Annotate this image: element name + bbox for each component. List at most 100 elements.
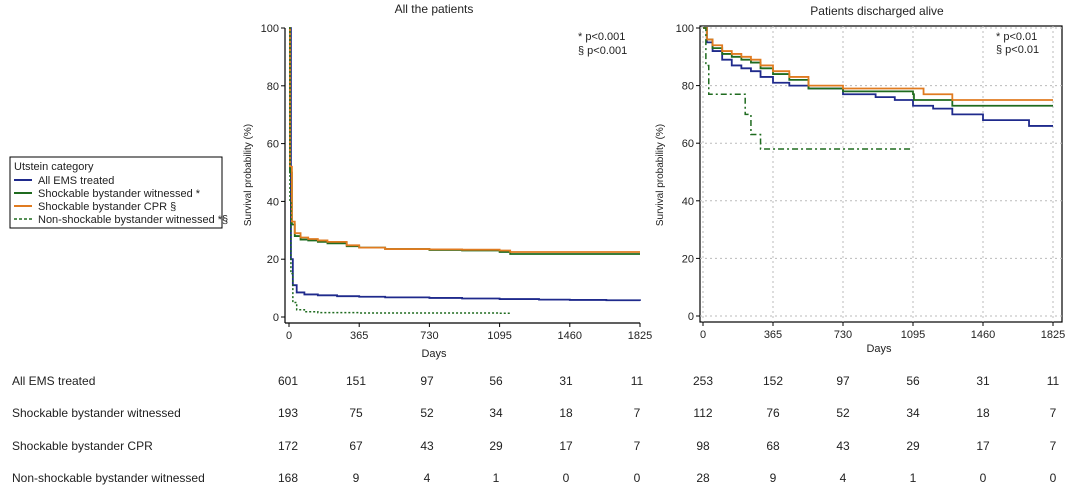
risk-cell: 29 (906, 439, 920, 453)
risk-cell: 253 (692, 374, 714, 388)
legend-entry-shockable-witnessed: Shockable bystander witnessed * (38, 188, 201, 200)
risk-cell: 75 (349, 406, 363, 420)
risk-cell: 172 (277, 439, 299, 453)
annotation-pvalue-section: § p<0.001 (578, 45, 627, 57)
y-tick-label: 20 (682, 253, 694, 265)
x-tick-label: 1460 (558, 330, 582, 342)
y-tick-label: 40 (682, 196, 694, 208)
y-tick-label: 60 (682, 138, 694, 150)
risk-cell: 28 (696, 471, 710, 485)
chart-title-all-patients: All the patients (395, 2, 474, 16)
risk-cell: 43 (420, 439, 434, 453)
series-line-2 (289, 27, 640, 253)
risk-cell: 7 (1049, 439, 1057, 453)
plot-frame (699, 25, 1063, 323)
x-tick-label: 730 (420, 330, 438, 342)
risk-cell: 29 (489, 439, 503, 453)
y-tick-label: 60 (267, 139, 279, 151)
risk-cell: 7 (633, 439, 641, 453)
risk-cell: 0 (1049, 471, 1057, 485)
legend-entry-shockable-cpr: Shockable bystander CPR § (38, 201, 176, 213)
risk-cell: 18 (559, 406, 573, 420)
risk-cell: 56 (489, 374, 503, 388)
risk-cell: 17 (559, 439, 573, 453)
risk-cell: 31 (559, 374, 573, 388)
y-axis-label: Survival probability (%) (243, 124, 254, 226)
chart-title-discharged-alive: Patients discharged alive (810, 4, 944, 18)
risk-cell: 112 (693, 406, 713, 420)
annotation-pvalue-star: * p<0.01 (996, 31, 1037, 43)
legend-entry-non-shockable: Non-shockable bystander witnessed *§ (38, 214, 228, 226)
y-tick-label: 80 (267, 81, 279, 93)
x-tick-label: 1825 (1041, 329, 1065, 341)
risk-cell: 1 (492, 471, 500, 485)
legend-box (9, 156, 223, 229)
series-line-3 (703, 27, 913, 150)
x-tick-label: 1460 (971, 329, 995, 341)
risk-cell: 0 (633, 471, 641, 485)
y-tick-label: 0 (273, 312, 279, 324)
y-tick-label: 100 (261, 23, 279, 35)
y-tick-label: 80 (682, 81, 694, 93)
y-tick-label: 100 (676, 23, 694, 35)
risk-cell: 52 (836, 406, 850, 420)
panel-all-patients: All the patients 0 20 40 60 80 100 0 365 730 109… (243, 2, 652, 360)
risk-cell: 76 (766, 406, 780, 420)
legend-title: Utstein category (14, 161, 94, 173)
risk-cell: 34 (906, 406, 920, 420)
risk-cell: 56 (906, 374, 920, 388)
annotation-pvalue-section: § p<0.01 (996, 44, 1039, 56)
x-axis-label: Days (866, 343, 892, 355)
series-line-3 (289, 27, 511, 314)
risk-cell: 7 (1049, 406, 1057, 420)
risk-cell: 601 (277, 374, 299, 388)
x-tick-label: 365 (764, 329, 782, 341)
risk-cell: 151 (345, 374, 367, 388)
risk-cell: 193 (277, 406, 299, 420)
x-tick-label: 1095 (487, 330, 511, 342)
risk-cell: 0 (979, 471, 987, 485)
risk-cell: 4 (839, 471, 847, 485)
risk-cell: 98 (696, 439, 710, 453)
risk-cell: 7 (633, 406, 641, 420)
risk-cell: 31 (976, 374, 990, 388)
x-tick-label: 365 (350, 330, 368, 342)
risk-cell: 17 (976, 439, 990, 453)
risk-cell: 4 (423, 471, 431, 485)
risk-cell: 97 (836, 374, 850, 388)
risk-cell: 67 (349, 439, 363, 453)
y-tick-label: 40 (267, 196, 279, 208)
risk-cell: 1 (909, 471, 917, 485)
risk-cell: 52 (420, 406, 434, 420)
risk-cell: 68 (766, 439, 780, 453)
x-axis-label: Days (421, 348, 447, 360)
risk-cell: 152 (762, 374, 784, 388)
x-tick-label: 730 (834, 329, 852, 341)
legend-entry-all-ems: All EMS treated (38, 175, 114, 187)
annotation-pvalue-star: * p<0.001 (578, 31, 625, 43)
risk-cell: 18 (976, 406, 990, 420)
risk-cell: 11 (630, 374, 644, 388)
risk-row-label-all-ems: All EMS treated (12, 374, 96, 388)
risk-cell: 34 (489, 406, 503, 420)
x-tick-label: 0 (700, 329, 706, 341)
legend: Utstein category All EMS treated Shockab… (9, 156, 228, 229)
series-line-0 (289, 27, 641, 302)
risk-row-label-non-shockable: Non-shockable bystander witnessed (12, 471, 205, 485)
risk-cell: 9 (769, 471, 777, 485)
risk-row-label-shockable-witnessed: Shockable bystander witnessed (12, 406, 181, 420)
risk-cell: 43 (836, 439, 850, 453)
risk-cell: 9 (352, 471, 360, 485)
y-tick-label: 20 (267, 254, 279, 266)
risk-row-label-shockable-cpr: Shockable bystander CPR (12, 439, 153, 453)
risk-cell: 0 (562, 471, 570, 485)
y-tick-label: 0 (688, 311, 694, 323)
x-tick-label: 0 (286, 330, 292, 342)
x-tick-label: 1825 (628, 330, 652, 342)
risk-cell: 11 (1046, 374, 1060, 388)
series-line-1 (289, 27, 640, 255)
risk-cell: 97 (420, 374, 434, 388)
series-line-2 (703, 27, 1053, 101)
x-tick-label: 1095 (901, 329, 925, 341)
